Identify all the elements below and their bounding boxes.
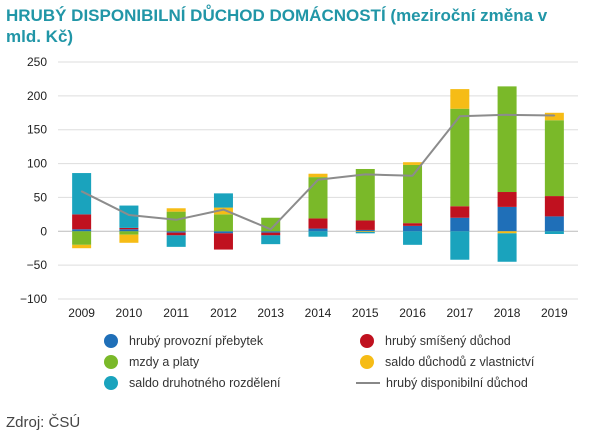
bar-segment-4-2009: [72, 173, 92, 215]
y-tick-label: 250: [27, 55, 47, 69]
bar-segment-0-2012: [213, 231, 233, 234]
y-tick-label: 50: [34, 190, 48, 204]
bar-segment-3-2015: [355, 231, 375, 232]
bar-segment-2-2017: [450, 108, 470, 207]
y-tick-label: 150: [27, 123, 47, 137]
line-point-2010: [128, 214, 130, 216]
bar-segment-1-2015: [355, 220, 375, 230]
bar-segment-0-2019: [544, 216, 564, 232]
source-note: Zdroj: ČSÚ: [6, 414, 81, 431]
y-tick-label: 200: [27, 89, 47, 103]
bar-segment-0-2011: [166, 231, 186, 233]
bar-segment-1-2009: [72, 214, 92, 230]
bar-segment-4-2014: [308, 231, 328, 237]
bar-segment-3-2010: [119, 234, 139, 243]
bar-segment-3-2019: [544, 112, 564, 121]
x-tick-label: 2014: [305, 306, 332, 320]
line-point-2013: [269, 228, 272, 231]
line-point-2012: [222, 208, 225, 211]
line-point-2011: [175, 218, 177, 221]
bar-segment-1-2014: [308, 218, 328, 229]
x-tick-label: 2016: [399, 306, 426, 320]
bar-segment-0-2014: [308, 228, 328, 232]
line-point-2009: [80, 190, 83, 193]
x-tick-label: 2017: [446, 306, 473, 320]
bar-segment-1-2018: [497, 192, 517, 207]
bar-segment-3-2017: [450, 89, 470, 109]
bar-segment-4-2017: [450, 231, 470, 260]
y-tick-label: 100: [27, 157, 47, 171]
bar-segment-4-2011: [166, 235, 186, 247]
bar-segment-0-2013: [261, 231, 281, 233]
bar-segment-3-2014: [308, 173, 328, 178]
title-sub: (meziroční změna v mld. Kč): [6, 6, 548, 46]
bar-segment-3-2018: [497, 231, 517, 234]
bar-segment-2-2014: [308, 177, 328, 219]
y-tick-label: −100: [20, 292, 47, 306]
x-tick-label: 2015: [352, 306, 379, 320]
bar-segment-0-2015: [355, 229, 375, 232]
x-tick-label: 2009: [68, 306, 95, 320]
bar-segment-2-2016: [403, 164, 423, 224]
x-tick-label: 2011: [163, 306, 189, 320]
bar-segment-0-2009: [72, 229, 92, 232]
bar-segment-2-2009: [72, 231, 92, 245]
bar-segment-1-2016: [403, 223, 423, 226]
bar-segment-0-2016: [403, 225, 423, 232]
bar-segment-3-2016: [403, 162, 423, 165]
bar-segment-4-2010: [119, 205, 139, 228]
bar-segment-0-2010: [119, 229, 139, 232]
chart-title: HRUBÝ DISPONIBILNÍ DŮCHOD DOMÁCNOSTÍ (me…: [6, 5, 586, 47]
bar-segment-3-2009: [72, 244, 92, 249]
title-main: HRUBÝ DISPONIBILNÍ DŮCHOD DOMÁCNOSTÍ: [6, 6, 386, 25]
bar-segment-4-2019: [544, 231, 564, 234]
bar-segment-4-2015: [355, 231, 375, 234]
bar-segment-1-2011: [166, 232, 186, 236]
bar-segment-2-2011: [166, 211, 186, 232]
bar-segment-1-2013: [261, 232, 281, 236]
x-tick-label: 2010: [116, 306, 143, 320]
bar-segment-2-2012: [213, 214, 233, 232]
bar-segment-4-2013: [261, 235, 281, 245]
x-tick-label: 2013: [257, 306, 284, 320]
bar-segment-4-2012: [213, 193, 233, 208]
line-point-2014: [317, 179, 319, 181]
bar-segment-1-2019: [544, 196, 564, 217]
line-point-2018: [506, 114, 508, 116]
y-tick-label: 0: [40, 224, 47, 238]
bar-segment-1-2012: [213, 233, 233, 250]
bar-segment-4-2018: [497, 233, 517, 262]
bar-segment-2-2010: [119, 231, 139, 235]
bar-segment-1-2017: [450, 206, 470, 218]
bar-segment-3-2012: [213, 207, 233, 215]
x-tick-label: 2018: [494, 306, 521, 320]
bar-segment-4-2016: [403, 231, 423, 245]
bar-segment-2-2015: [355, 168, 375, 221]
bar-segment-2-2018: [497, 86, 517, 193]
x-tick-label: 2019: [541, 306, 568, 320]
line-point-2017: [459, 115, 461, 117]
line-point-2019: [553, 114, 556, 117]
bar-segment-2-2019: [544, 120, 564, 197]
bar-segment-0-2018: [497, 206, 517, 232]
bar-segment-0-2017: [450, 217, 470, 232]
x-tick-label: 2012: [210, 306, 237, 320]
y-tick-label: −50: [27, 258, 48, 272]
line-point-2015: [364, 173, 367, 176]
line-point-2016: [411, 174, 414, 177]
bar-segment-1-2010: [119, 227, 139, 230]
bar-segment-3-2011: [166, 208, 186, 212]
